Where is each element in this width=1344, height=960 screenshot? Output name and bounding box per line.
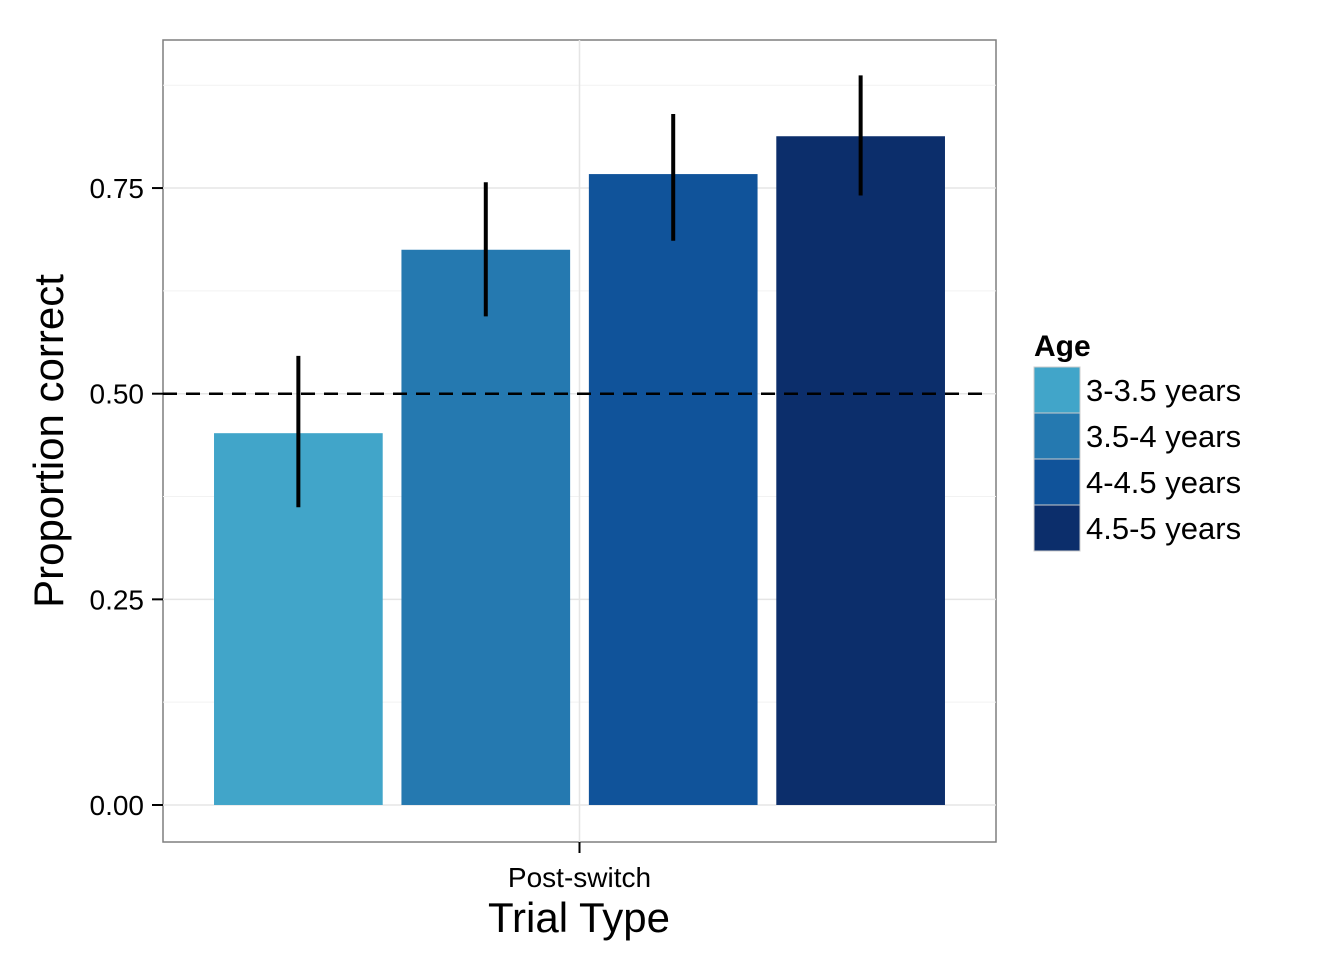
bar-4 — [776, 136, 945, 805]
y-tick-label: 0.50 — [90, 379, 145, 410]
legend-key-1 — [1033, 366, 1081, 414]
x-axis-title: Trial Type — [488, 894, 670, 941]
x-tick-label: Post-switch — [508, 862, 651, 893]
legend-key-3 — [1033, 458, 1081, 506]
y-tick-label: 0.75 — [90, 173, 145, 204]
axes: 0.00 0.25 0.50 0.75 Post-switch — [90, 173, 652, 893]
legend-key-2 — [1033, 412, 1081, 460]
legend-label-3: 4-4.5 years — [1086, 465, 1241, 500]
legend-title: Age — [1034, 330, 1091, 363]
bars — [214, 136, 945, 805]
y-axis-title: Proportion correct — [25, 274, 72, 608]
bar-2 — [401, 249, 571, 805]
legend: Age 3-3.5 years 3.5-4 years 4-4.5 years 4.5… — [1033, 330, 1241, 552]
error-bars — [296, 75, 863, 508]
y-tick-label: 0.25 — [90, 584, 145, 615]
y-tick-label: 0.00 — [90, 790, 145, 821]
bar-3 — [588, 174, 758, 805]
legend-label-2: 3.5-4 years — [1086, 419, 1241, 454]
legend-label-1: 3-3.5 years — [1086, 373, 1241, 408]
legend-label-4: 4.5-5 years — [1086, 511, 1241, 546]
legend-key-4 — [1033, 504, 1081, 552]
